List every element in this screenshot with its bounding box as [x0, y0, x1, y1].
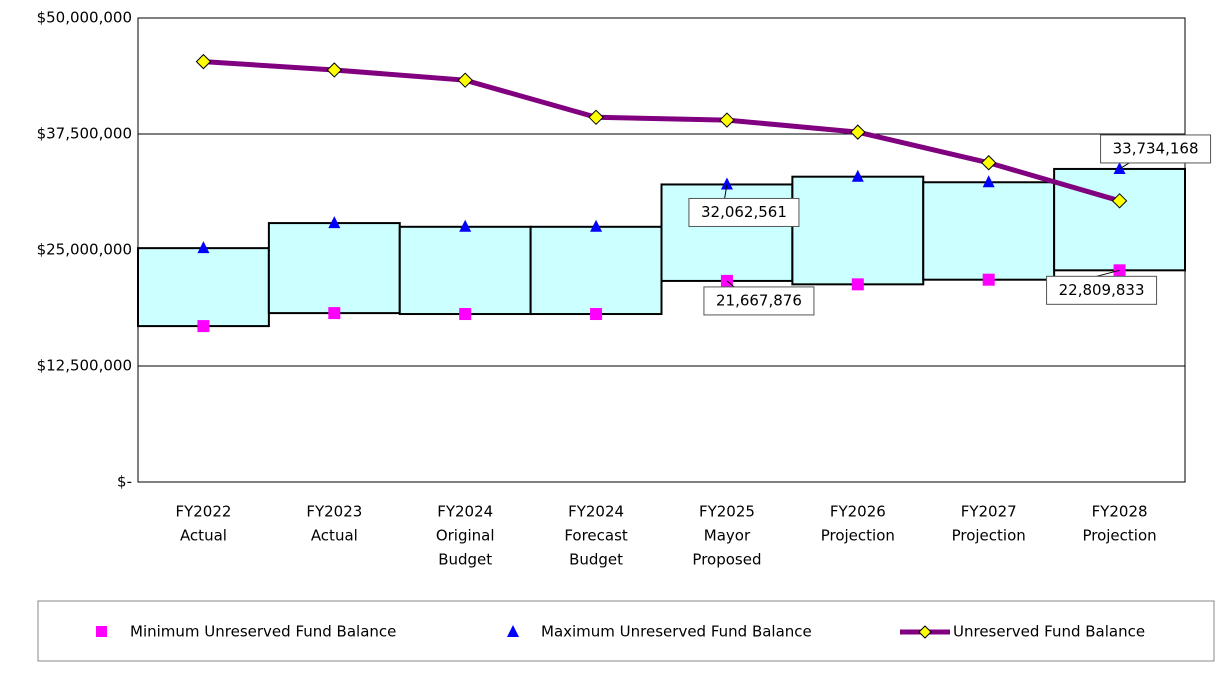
max-marker: [590, 219, 603, 232]
max-marker: [197, 241, 210, 254]
x-tick-label: Projection: [952, 527, 1026, 545]
range-box: [922, 181, 1056, 281]
legend-marker: [507, 625, 519, 637]
x-tick-label: FY2022: [175, 503, 231, 521]
min-marker: [328, 307, 341, 320]
x-tick-label: FY2024: [568, 503, 624, 521]
y-tick-label: $37,500,000: [37, 125, 132, 143]
x-tick-label: FY2024: [437, 503, 493, 521]
max-marker: [459, 219, 472, 232]
legend-label: Maximum Unreserved Fund Balance: [541, 623, 812, 641]
x-tick-label: Projection: [821, 527, 895, 545]
x-tick-label: FY2028: [1092, 503, 1148, 521]
data-label: 33,734,168: [1113, 139, 1199, 157]
data-label: 21,667,876: [716, 291, 802, 309]
x-tick-label: Original: [436, 527, 495, 545]
legend-label: Unreserved Fund Balance: [953, 623, 1145, 641]
y-tick-label: $12,500,000: [37, 357, 132, 375]
max-marker: [720, 177, 733, 190]
range-box: [791, 175, 925, 286]
callout-box: [688, 197, 800, 227]
x-tick-label: Projection: [1082, 527, 1156, 545]
y-tick-label: $50,000,000: [37, 9, 132, 27]
min-marker: [197, 320, 210, 333]
min-marker: [982, 273, 995, 286]
callout-box: [1100, 134, 1212, 164]
x-tick-label: Budget: [438, 551, 492, 569]
callout-box: [703, 286, 815, 316]
max-marker: [851, 169, 864, 182]
min-marker: [851, 278, 864, 291]
range-box: [398, 225, 532, 316]
data-label: 32,062,561: [701, 203, 787, 221]
x-tick-label: FY2027: [961, 503, 1017, 521]
x-tick-label: Actual: [180, 527, 227, 545]
callout-box: [1046, 275, 1158, 305]
line-marker: [326, 62, 343, 78]
line-marker: [1111, 193, 1128, 209]
range-box: [267, 222, 401, 315]
line-marker: [457, 72, 473, 88]
x-tick-label: Forecast: [564, 527, 628, 545]
legend-box: [37, 600, 1215, 662]
legend-marker: [918, 625, 932, 639]
x-tick-label: FY2025: [699, 503, 755, 521]
line-marker: [195, 53, 212, 70]
line-marker: [719, 112, 735, 128]
x-tick-label: FY2026: [830, 503, 886, 521]
line-marker: [980, 155, 997, 171]
y-tick-label: $25,000,000: [37, 241, 132, 259]
line-marker: [588, 109, 604, 126]
legend-label: Minimum Unreserved Fund Balance: [130, 623, 396, 641]
y-tick-label: $-: [117, 473, 132, 491]
line: [203, 59, 1121, 204]
range-box: [529, 225, 663, 316]
range-box: [1053, 167, 1186, 272]
data-label: 22,809,833: [1059, 281, 1145, 299]
min-marker: [590, 308, 603, 321]
legend-marker: [96, 626, 107, 637]
line-marker: [850, 124, 866, 140]
x-tick-label: Mayor: [704, 527, 751, 545]
x-tick-label: Actual: [311, 527, 358, 545]
x-tick-label: Proposed: [692, 551, 761, 569]
min-marker: [459, 308, 472, 321]
max-marker: [982, 175, 995, 188]
range-box: [137, 247, 270, 328]
max-marker: [328, 216, 341, 229]
x-tick-label: Budget: [569, 551, 623, 569]
x-tick-label: FY2023: [306, 503, 362, 521]
max-marker: [1113, 161, 1126, 174]
